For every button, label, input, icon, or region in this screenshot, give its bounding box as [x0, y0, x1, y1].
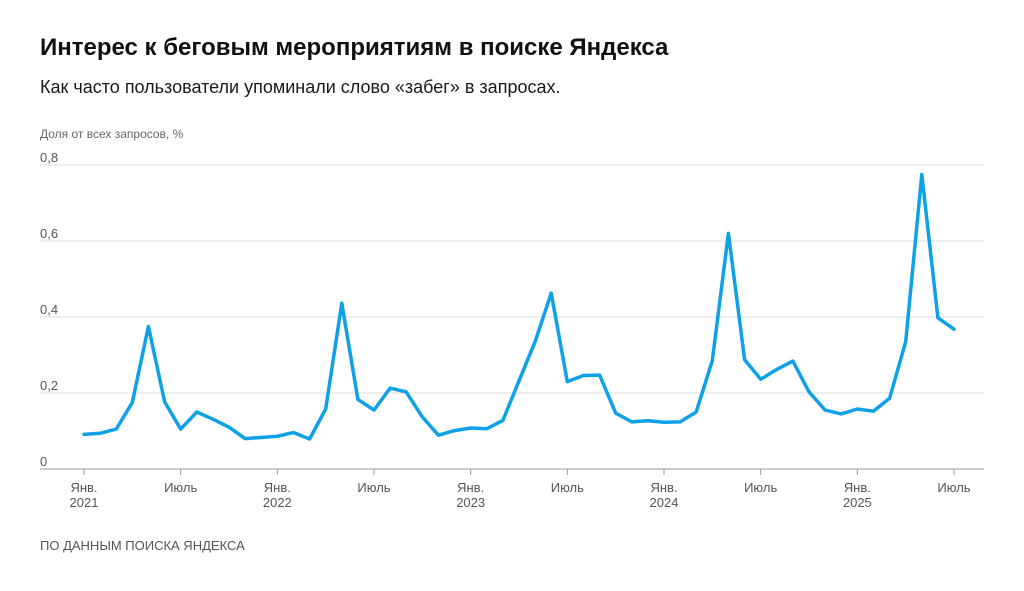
x-tick-label: Июль — [357, 480, 390, 495]
data-point — [678, 420, 682, 424]
data-point — [726, 231, 730, 235]
data-point — [291, 431, 295, 434]
data-point — [920, 173, 924, 176]
x-tick-label: 2024 — [650, 495, 679, 510]
data-point — [275, 434, 279, 438]
data-point — [743, 358, 747, 362]
data-point — [130, 401, 134, 404]
data-point — [662, 420, 666, 424]
data-point — [710, 359, 714, 363]
data-point — [324, 407, 328, 411]
y-tick-label: 0,2 — [40, 378, 58, 393]
data-point — [759, 377, 763, 381]
y-tick-label: 0 — [40, 454, 47, 469]
y-tick-label: 0,8 — [40, 150, 58, 165]
data-point — [420, 415, 424, 419]
data-point — [372, 408, 376, 412]
data-point — [871, 409, 875, 413]
y-axis-title: Доля от всех запросов, % — [40, 127, 184, 141]
x-tick-label: Янв. — [70, 480, 97, 495]
data-point — [565, 380, 569, 384]
data-point — [340, 301, 344, 305]
y-tick-label: 0,6 — [40, 226, 58, 241]
x-tick-label: Янв. — [650, 480, 677, 495]
x-tick-label: Янв. — [457, 480, 484, 495]
y-tick-label: 0,4 — [40, 302, 58, 317]
data-point — [807, 390, 811, 394]
data-point — [888, 396, 892, 400]
chart-title: Интерес к беговым мероприятиям в поиске … — [40, 34, 669, 61]
data-point — [211, 417, 215, 421]
data-point — [791, 359, 795, 363]
data-point — [517, 379, 521, 383]
gridlines — [40, 164, 984, 470]
data-point — [163, 400, 167, 404]
x-tick-label: Июль — [164, 480, 197, 495]
data-point — [404, 390, 408, 394]
series-layer — [82, 172, 956, 441]
data-point — [581, 374, 585, 377]
x-tick-label: 2021 — [70, 495, 99, 510]
data-point — [855, 407, 859, 411]
data-point — [904, 340, 908, 344]
x-tick-label: Июль — [937, 480, 970, 495]
x-tick-label: Янв. — [844, 480, 871, 495]
y-axis-ticks: 0 0,2 0,4 0,6 0,8 — [40, 150, 58, 469]
data-source-note: ПО ДАННЫМ ПОИСКА ЯНДЕКСА — [40, 538, 245, 553]
data-point — [630, 420, 634, 424]
data-point — [646, 419, 650, 423]
data-point — [388, 386, 392, 390]
data-point — [98, 431, 102, 435]
x-tick-label: 2023 — [456, 495, 485, 510]
data-point — [436, 433, 440, 437]
data-point — [775, 367, 779, 371]
x-tick-label: Янв. — [264, 480, 291, 495]
data-point — [179, 427, 183, 431]
x-tick-label: 2025 — [843, 495, 872, 510]
data-point — [501, 418, 505, 422]
data-point — [952, 327, 956, 331]
data-point — [243, 437, 247, 441]
data-point — [469, 426, 473, 430]
data-point — [823, 408, 827, 412]
x-tick-label: 2022 — [263, 495, 292, 510]
series-line — [82, 172, 956, 441]
data-point — [195, 410, 199, 414]
data-point — [839, 412, 843, 416]
x-tick-label: Июль — [744, 480, 777, 495]
data-point — [485, 427, 489, 431]
data-point — [356, 398, 360, 401]
data-point — [936, 316, 940, 320]
data-point — [308, 437, 312, 441]
chart-subtitle: Как часто пользователи упоминали слово «… — [40, 77, 561, 97]
data-point — [549, 291, 553, 295]
data-point — [227, 425, 231, 429]
data-point — [82, 432, 86, 436]
data-point — [694, 410, 698, 414]
data-point — [533, 340, 537, 344]
data-point — [598, 373, 602, 377]
x-tick-label: Июль — [551, 480, 584, 495]
data-point — [614, 411, 618, 415]
data-point — [114, 427, 118, 431]
data-point — [146, 325, 150, 328]
data-point — [259, 436, 263, 439]
data-point — [453, 429, 457, 433]
